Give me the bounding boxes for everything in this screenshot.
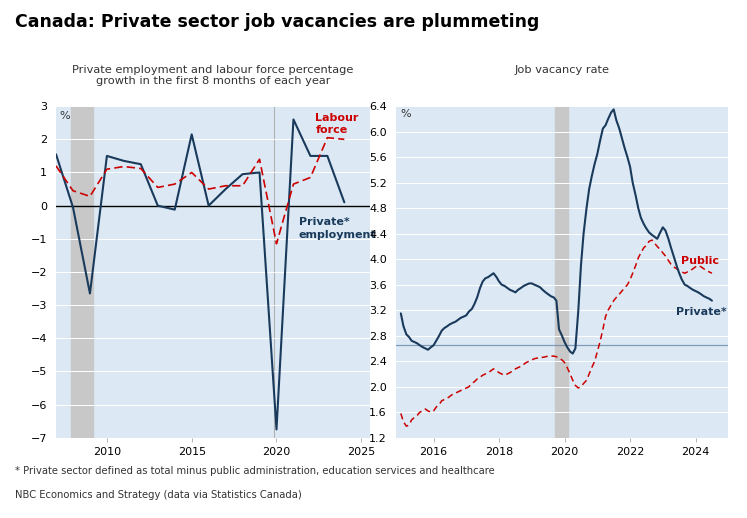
Text: Labour
force: Labour force xyxy=(315,113,359,135)
Text: %: % xyxy=(60,111,70,121)
Text: Canada: Private sector job vacancies are plummeting: Canada: Private sector job vacancies are… xyxy=(15,13,539,31)
Text: %: % xyxy=(401,109,412,119)
Bar xyxy=(71,106,93,438)
Text: NBC Economics and Strategy (data via Statistics Canada): NBC Economics and Strategy (data via Sta… xyxy=(15,490,302,499)
Text: Private employment and labour force percentage
growth in the first 8 months of e: Private employment and labour force perc… xyxy=(72,65,353,87)
Text: Private*
employment: Private* employment xyxy=(299,217,376,240)
Text: Private*: Private* xyxy=(676,307,727,317)
Text: Job vacancy rate: Job vacancy rate xyxy=(515,65,610,75)
Text: * Private sector defined as total minus public administration, education service: * Private sector defined as total minus … xyxy=(15,466,495,476)
Bar xyxy=(555,106,568,438)
Text: Public: Public xyxy=(681,256,719,266)
